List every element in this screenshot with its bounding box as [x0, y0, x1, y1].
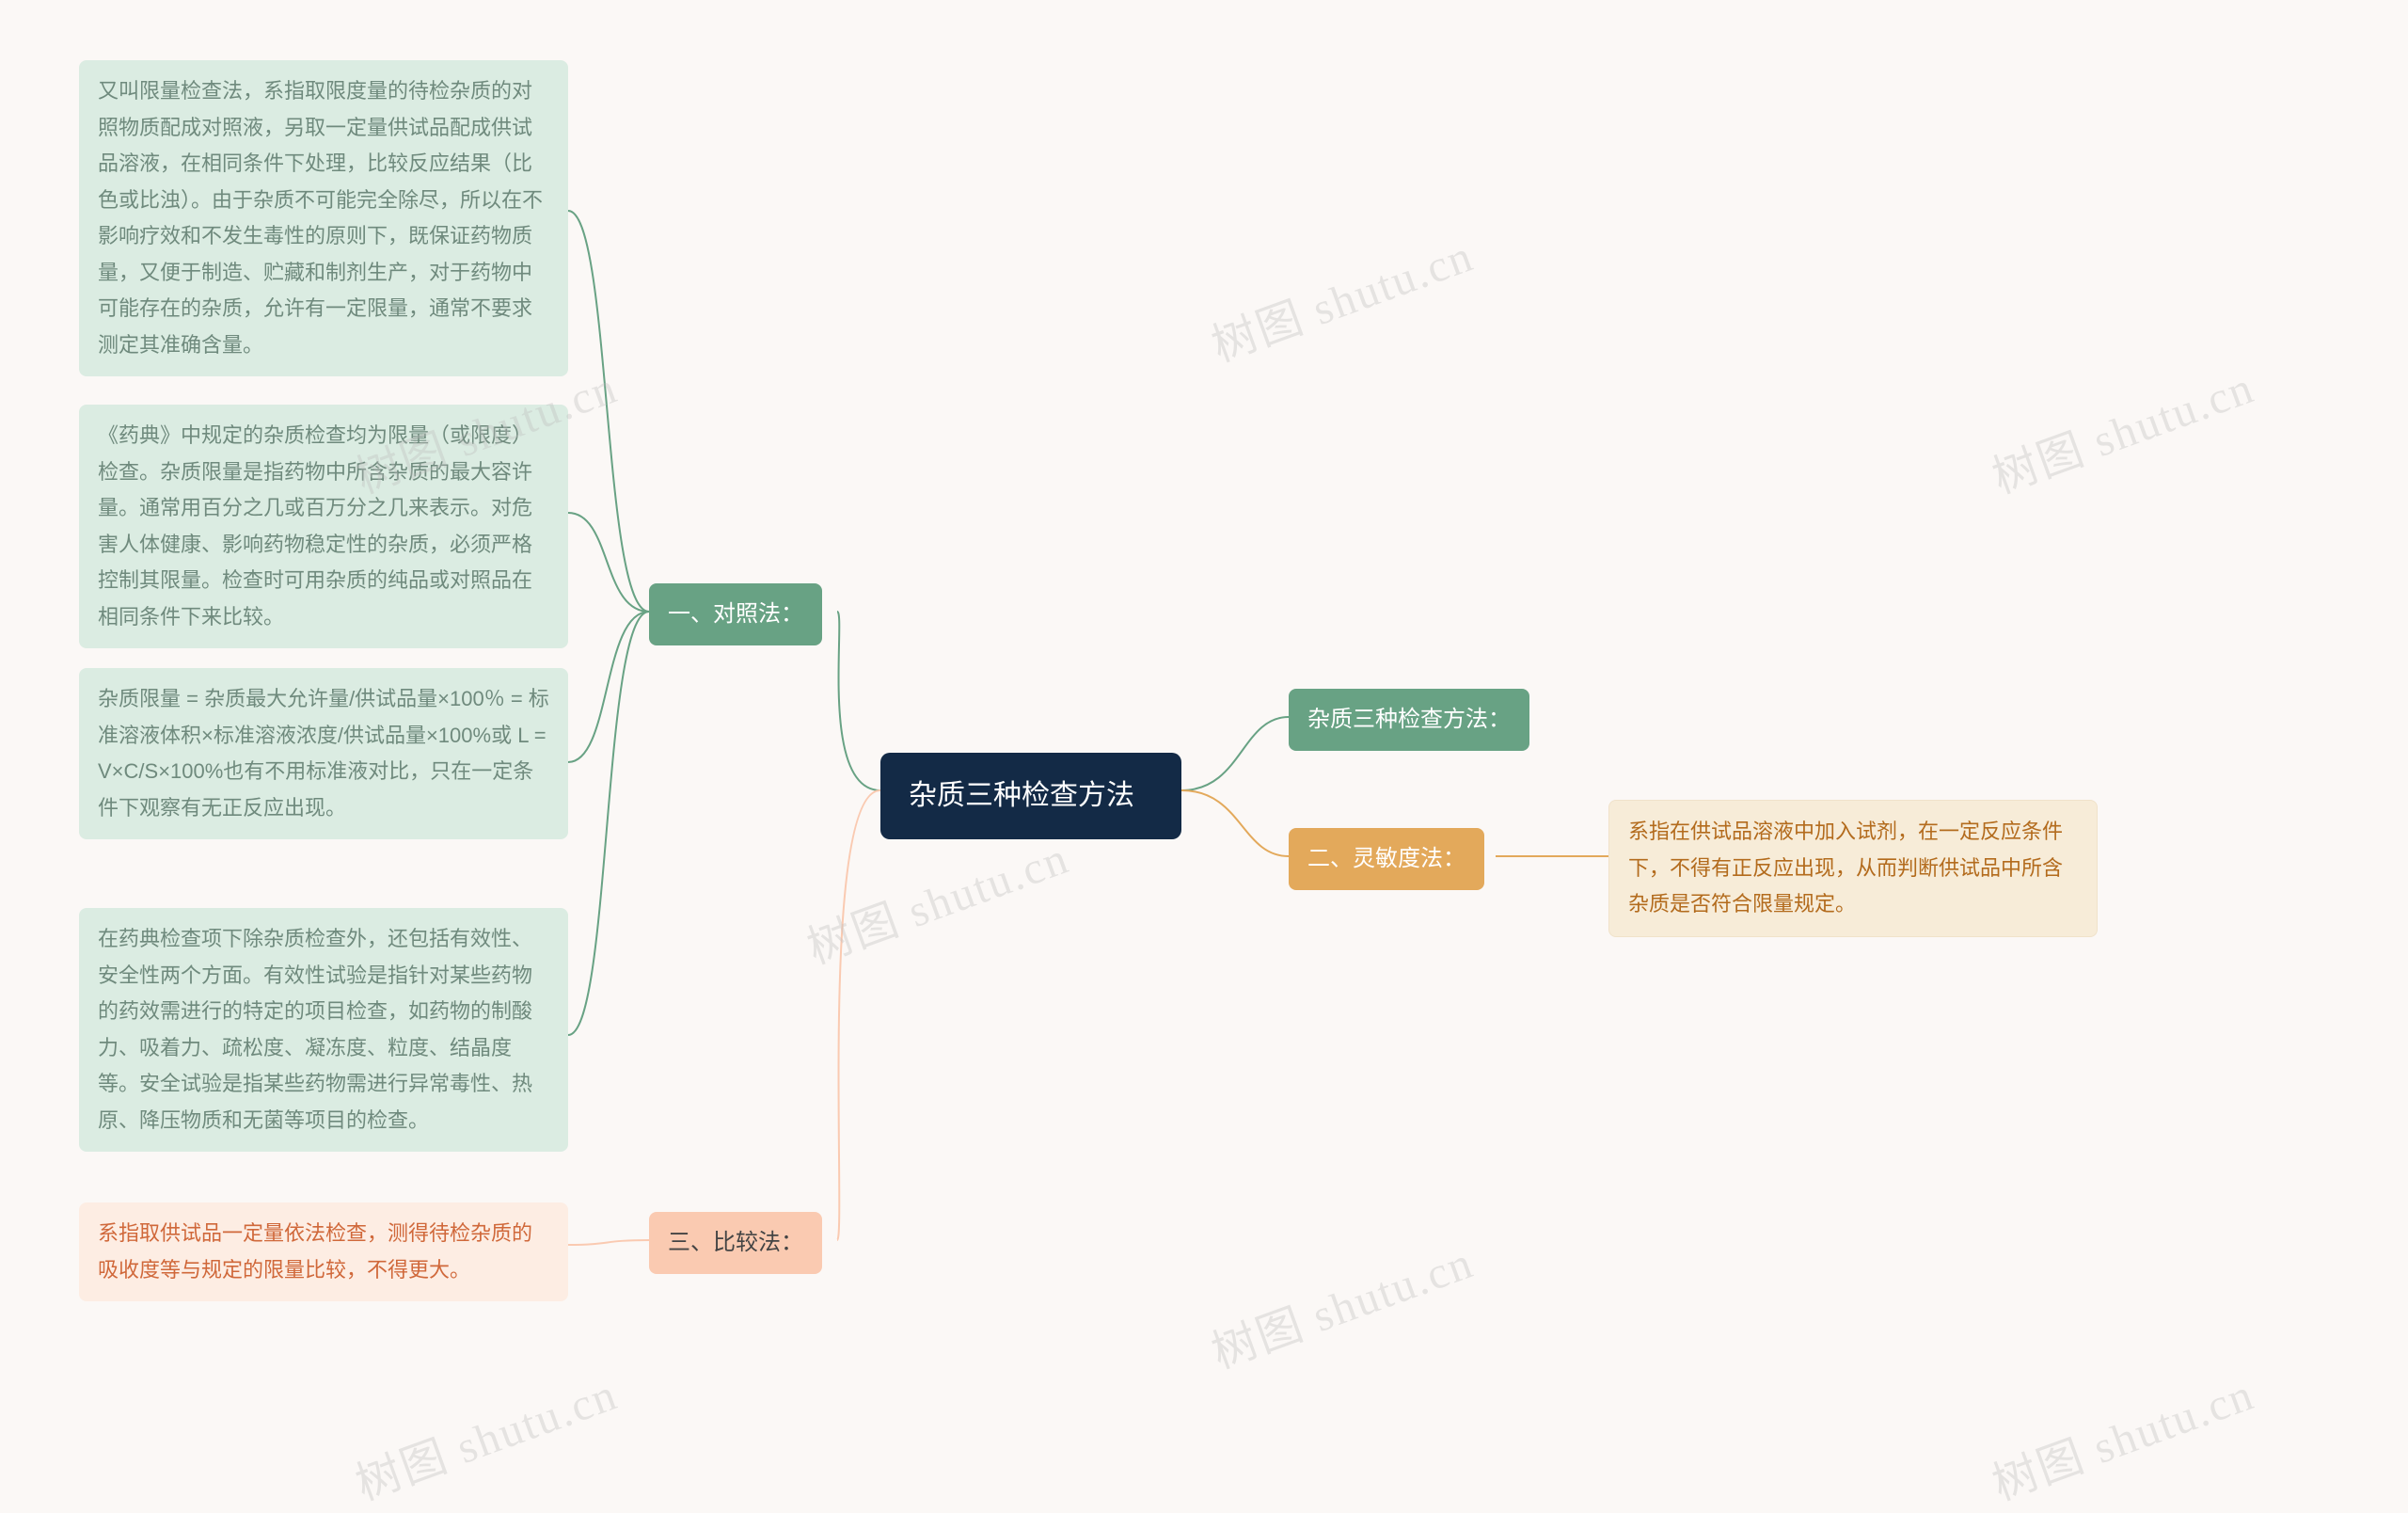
- watermark: 树图 shutu.cn: [1982, 350, 2262, 505]
- root-node: 杂质三种检查方法: [880, 753, 1181, 839]
- branch-compare-method: 三、比较法：: [649, 1212, 822, 1274]
- watermark: 树图 shutu.cn: [345, 1357, 626, 1512]
- leaf-compare-desc: 系指取供试品一定量依法检查，测得待检杂质的吸收度等与规定的限量比较，不得更大。: [79, 1202, 568, 1301]
- watermark: 树图 shutu.cn: [1201, 1225, 1481, 1380]
- watermark: 树图 shutu.cn: [797, 820, 1077, 976]
- watermark: 树图 shutu.cn: [1201, 218, 1481, 374]
- leaf-comparison-2: 《药典》中规定的杂质检查均为限量（或限度）检查。杂质限量是指药物中所含杂质的最大…: [79, 405, 568, 648]
- leaf-comparison-1: 又叫限量检查法，系指取限度量的待检杂质的对照物质配成对照液，另取一定量供试品配成…: [79, 60, 568, 376]
- leaf-comparison-4: 在药典检查项下除杂质检查外，还包括有效性、安全性两个方面。有效性试验是指针对某些…: [79, 908, 568, 1152]
- branch-comparison: 一、对照法：: [649, 583, 822, 645]
- branch-right-1: 杂质三种检查方法：: [1289, 689, 1529, 751]
- branch-sensitivity: 二、灵敏度法：: [1289, 828, 1484, 890]
- watermark: 树图 shutu.cn: [1982, 1357, 2262, 1512]
- leaf-sensitivity-desc: 系指在供试品溶液中加入试剂，在一定反应条件下，不得有正反应出现，从而判断供试品中…: [1608, 800, 2098, 937]
- leaf-comparison-3: 杂质限量 = 杂质最大允许量/供试品量×100％ = 标准溶液体积×标准溶液浓度…: [79, 668, 568, 839]
